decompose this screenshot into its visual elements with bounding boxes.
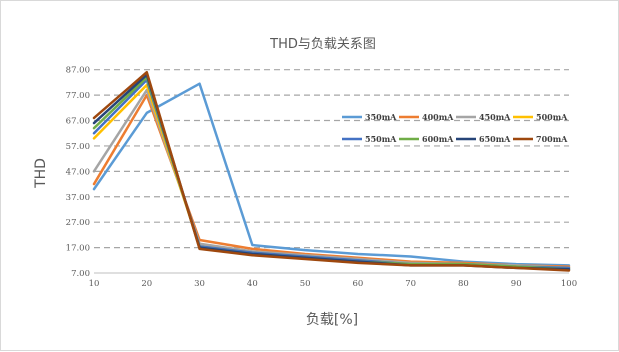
legend-label: 400mA	[422, 112, 454, 122]
series-line	[92, 76, 571, 271]
y-tick-label: 67.00	[66, 117, 90, 127]
x-tick-label: 20	[141, 279, 152, 289]
series-lines	[92, 70, 571, 272]
y-tick-label: 87.00	[66, 66, 90, 76]
x-tick-labels: 10 20 30 40 50 60 70 80 90 100	[89, 279, 578, 289]
legend-label: 450mA	[479, 112, 511, 122]
y-tick-label: 27.00	[66, 218, 90, 228]
legend-label: 350mA	[365, 112, 397, 122]
x-tick-label: 10	[89, 279, 100, 289]
x-tick-label: 100	[561, 279, 577, 289]
series-line	[92, 78, 571, 270]
legend-label: 600mA	[422, 134, 454, 144]
x-tick-label: 50	[300, 279, 311, 289]
x-tick-label: 80	[458, 279, 469, 289]
y-axis-title: THD	[33, 158, 49, 189]
legend-label: 650mA	[479, 134, 511, 144]
y-tick-label: 7.00	[71, 269, 90, 279]
y-tick-label: 57.00	[66, 142, 90, 152]
x-tick-label: 90	[511, 279, 522, 289]
series-line	[92, 82, 571, 267]
x-tick-label: 60	[352, 279, 363, 289]
y-tick-label: 17.00	[66, 244, 90, 254]
chart-title: THD与负载关系图	[269, 37, 376, 52]
x-tick-label: 30	[194, 279, 205, 289]
y-tick-label: 37.00	[66, 193, 90, 203]
legend-label: 550mA	[365, 134, 397, 144]
x-axis-title: 负载[%]	[306, 312, 358, 328]
x-tick-label: 40	[247, 279, 258, 289]
grid-layer	[94, 69, 569, 274]
y-tick-label: 77.00	[66, 91, 90, 101]
series-line	[92, 70, 571, 272]
legend-label: 500mA	[536, 112, 568, 122]
legend-label: 700mA	[536, 134, 568, 144]
x-tick-label: 70	[405, 279, 416, 289]
y-tick-label: 47.00	[66, 167, 90, 177]
legend: 350mA 400mA 450mA 500mA 550mA 600mA 650mA 700mA	[342, 112, 568, 144]
y-tick-labels: 7.00 17.00 27.00 37.00 47.00 57.00 67.00 77.00 8…	[66, 66, 90, 279]
